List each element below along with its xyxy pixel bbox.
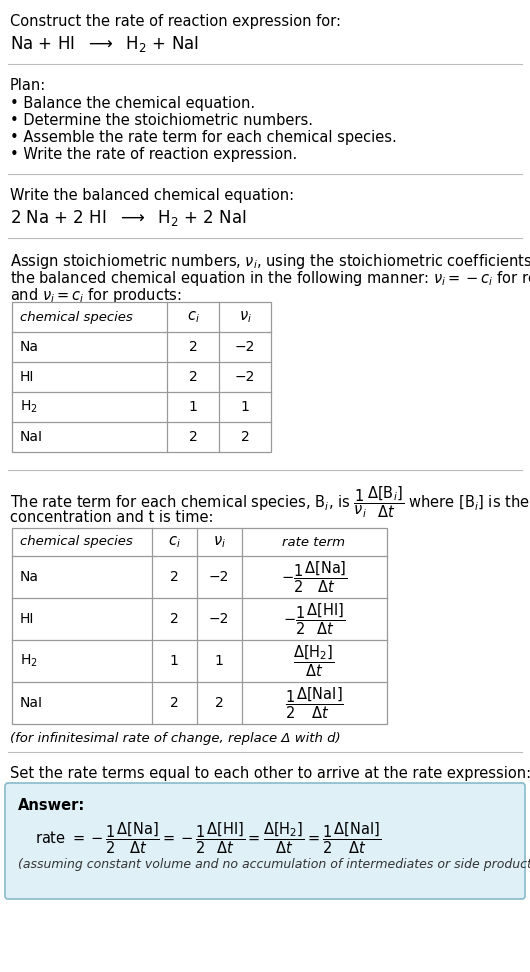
- Text: 1: 1: [241, 400, 250, 414]
- Text: The rate term for each chemical species, B$_i$, is $\dfrac{1}{\nu_i}\dfrac{\Delt: The rate term for each chemical species,…: [10, 484, 530, 520]
- Text: (assuming constant volume and no accumulation of intermediates or side products): (assuming constant volume and no accumul…: [18, 858, 530, 871]
- Text: • Write the rate of reaction expression.: • Write the rate of reaction expression.: [10, 147, 297, 162]
- Text: $-\dfrac{1}{2}\dfrac{\Delta[\mathrm{HI}]}{\Delta t}$: $-\dfrac{1}{2}\dfrac{\Delta[\mathrm{HI}]…: [283, 602, 345, 637]
- Text: Set the rate terms equal to each other to arrive at the rate expression:: Set the rate terms equal to each other t…: [10, 766, 530, 781]
- Text: 2: 2: [170, 570, 179, 584]
- Text: Answer:: Answer:: [18, 798, 85, 813]
- Text: 1: 1: [189, 400, 198, 414]
- Text: the balanced chemical equation in the following manner: $\nu_i = -c_i$ for react: the balanced chemical equation in the fo…: [10, 269, 530, 288]
- Text: HI: HI: [20, 370, 34, 384]
- Text: 2: 2: [241, 430, 250, 444]
- Text: Plan:: Plan:: [10, 78, 46, 93]
- Text: −2: −2: [209, 570, 229, 584]
- Text: • Determine the stoichiometric numbers.: • Determine the stoichiometric numbers.: [10, 113, 313, 128]
- Text: $-\dfrac{1}{2}\dfrac{\Delta[\mathrm{Na}]}{\Delta t}$: $-\dfrac{1}{2}\dfrac{\Delta[\mathrm{Na}]…: [281, 559, 347, 595]
- Text: chemical species: chemical species: [20, 310, 132, 324]
- Text: H$_2$: H$_2$: [20, 399, 38, 415]
- Text: 2 Na + 2 HI  $\longrightarrow$  H$_2$ + 2 NaI: 2 Na + 2 HI $\longrightarrow$ H$_2$ + 2 …: [10, 208, 246, 228]
- FancyBboxPatch shape: [5, 783, 525, 899]
- Text: Assign stoichiometric numbers, $\nu_i$, using the stoichiometric coefficients, $: Assign stoichiometric numbers, $\nu_i$, …: [10, 252, 530, 271]
- Text: 2: 2: [189, 340, 197, 354]
- Text: $\nu_i$: $\nu_i$: [213, 535, 225, 550]
- Text: $c_i$: $c_i$: [167, 535, 180, 550]
- Text: −2: −2: [209, 612, 229, 626]
- Text: $c_i$: $c_i$: [187, 309, 199, 325]
- Text: rate $= -\dfrac{1}{2}\dfrac{\Delta[\mathrm{Na}]}{\Delta t}= -\dfrac{1}{2}\dfrac{: rate $= -\dfrac{1}{2}\dfrac{\Delta[\math…: [35, 820, 381, 855]
- Text: • Balance the chemical equation.: • Balance the chemical equation.: [10, 96, 255, 111]
- Text: • Assemble the rate term for each chemical species.: • Assemble the rate term for each chemic…: [10, 130, 397, 145]
- Text: rate term: rate term: [282, 536, 346, 548]
- Text: Na: Na: [20, 340, 39, 354]
- Text: H$_2$: H$_2$: [20, 653, 38, 669]
- Text: 2: 2: [215, 696, 223, 710]
- Text: $\dfrac{1}{2}\dfrac{\Delta[\mathrm{NaI}]}{\Delta t}$: $\dfrac{1}{2}\dfrac{\Delta[\mathrm{NaI}]…: [285, 685, 343, 721]
- Text: HI: HI: [20, 612, 34, 626]
- Bar: [12, 528, 387, 724]
- Text: 1: 1: [170, 654, 179, 668]
- Text: Write the balanced chemical equation:: Write the balanced chemical equation:: [10, 188, 294, 203]
- Text: Na: Na: [20, 570, 39, 584]
- Text: $\nu_i$: $\nu_i$: [238, 309, 251, 325]
- Text: and $\nu_i = c_i$ for products:: and $\nu_i = c_i$ for products:: [10, 286, 182, 305]
- Bar: [12, 302, 271, 452]
- Text: (for infinitesimal rate of change, replace Δ with d): (for infinitesimal rate of change, repla…: [10, 732, 341, 745]
- Text: 2: 2: [170, 612, 179, 626]
- Text: −2: −2: [235, 370, 255, 384]
- Text: 2: 2: [189, 430, 197, 444]
- Text: Na + HI  $\longrightarrow$  H$_2$ + NaI: Na + HI $\longrightarrow$ H$_2$ + NaI: [10, 34, 199, 54]
- Text: 1: 1: [215, 654, 224, 668]
- Text: −2: −2: [235, 340, 255, 354]
- Text: chemical species: chemical species: [20, 536, 132, 548]
- Text: 2: 2: [189, 370, 197, 384]
- Text: concentration and t is time:: concentration and t is time:: [10, 510, 214, 525]
- Text: 2: 2: [170, 696, 179, 710]
- Text: NaI: NaI: [20, 430, 43, 444]
- Text: Construct the rate of reaction expression for:: Construct the rate of reaction expressio…: [10, 14, 341, 29]
- Text: NaI: NaI: [20, 696, 43, 710]
- Text: $\dfrac{\Delta[\mathrm{H_2}]}{\Delta t}$: $\dfrac{\Delta[\mathrm{H_2}]}{\Delta t}$: [293, 643, 335, 678]
